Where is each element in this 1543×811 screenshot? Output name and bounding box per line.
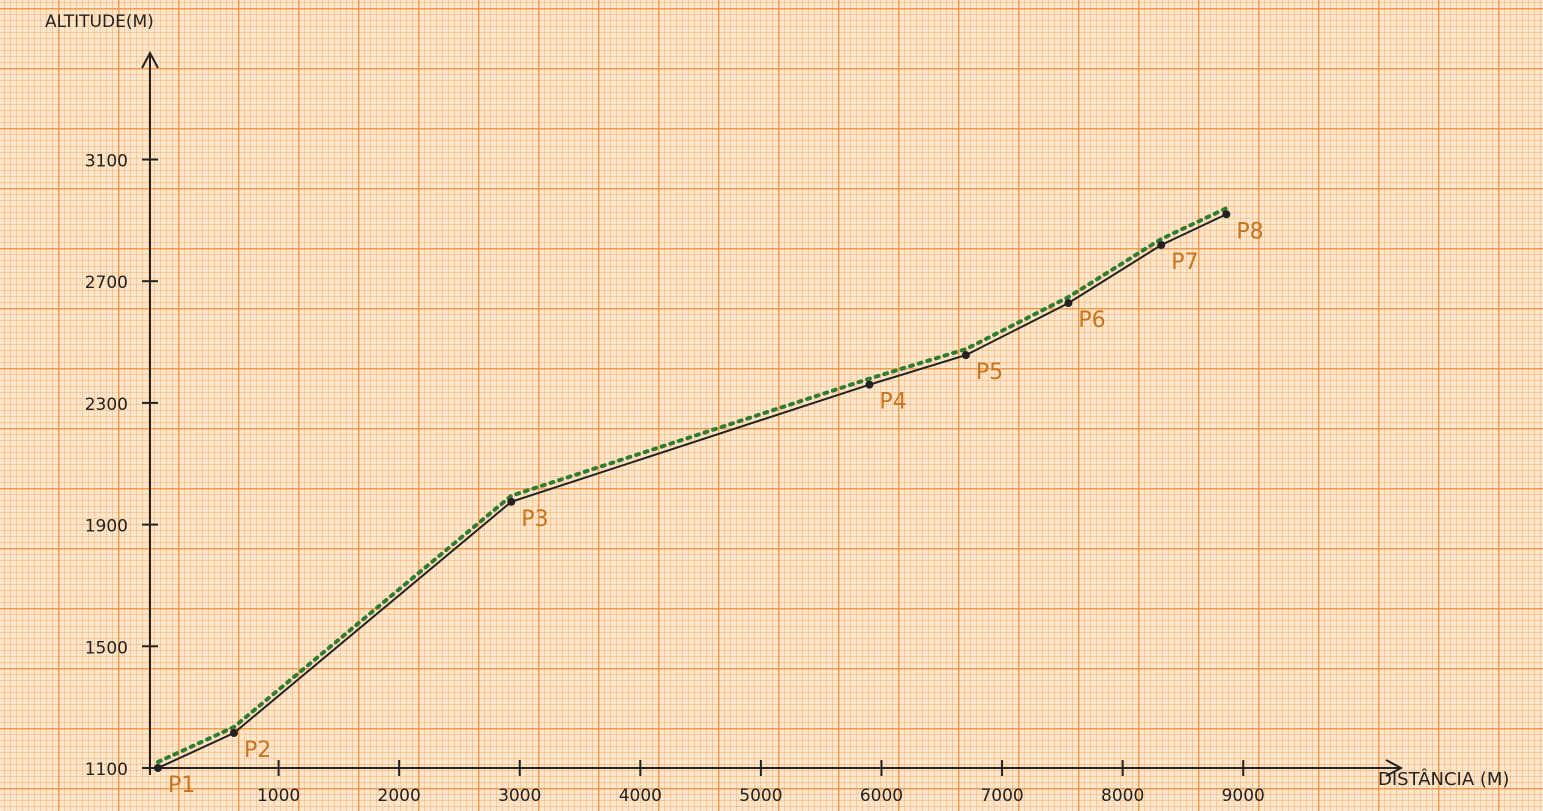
point-label: P3 [521,507,548,532]
x-tick-label: 7000 [980,786,1023,806]
x-tick-label: 1000 [257,786,300,806]
y-arrow [141,50,159,69]
x-axis-label: DISTÂNCIA (M) [1378,768,1509,790]
y-tick-label: 1500 [85,638,128,658]
point [865,380,874,389]
point-label: P2 [244,738,271,763]
x-tick-label: 2000 [378,786,421,806]
y-tick-label: 3100 [85,151,128,171]
x-tick-label: 6000 [860,786,903,806]
point [154,764,162,772]
point-label: P7 [1171,250,1198,275]
point-label: P4 [879,390,906,415]
x-tick-label: 9000 [1222,786,1265,806]
point [961,351,970,360]
point [507,497,516,506]
x-tick-label: 5000 [739,786,782,806]
x-arrow [1385,759,1404,777]
point-label: P5 [976,360,1003,385]
point-label: P8 [1236,219,1263,244]
x-tick-label: 4000 [619,786,662,806]
y-tick-label: 2700 [85,273,128,293]
point [1157,240,1166,249]
x-tick-label: 8000 [1101,786,1144,806]
x-tick-label: 3000 [498,786,541,806]
point [1222,210,1231,219]
profile-line [157,213,1227,769]
point [1064,299,1073,308]
point-label: P6 [1078,308,1105,333]
point-label: P1 [168,773,195,798]
vegetation [156,206,1229,764]
y-tick-label: 2300 [85,395,128,415]
y-axis-label: ALTITUDE(M) [45,12,154,32]
y-tick-label: 1900 [85,517,128,537]
point [229,729,238,738]
y-tick-label: 1100 [85,760,128,780]
